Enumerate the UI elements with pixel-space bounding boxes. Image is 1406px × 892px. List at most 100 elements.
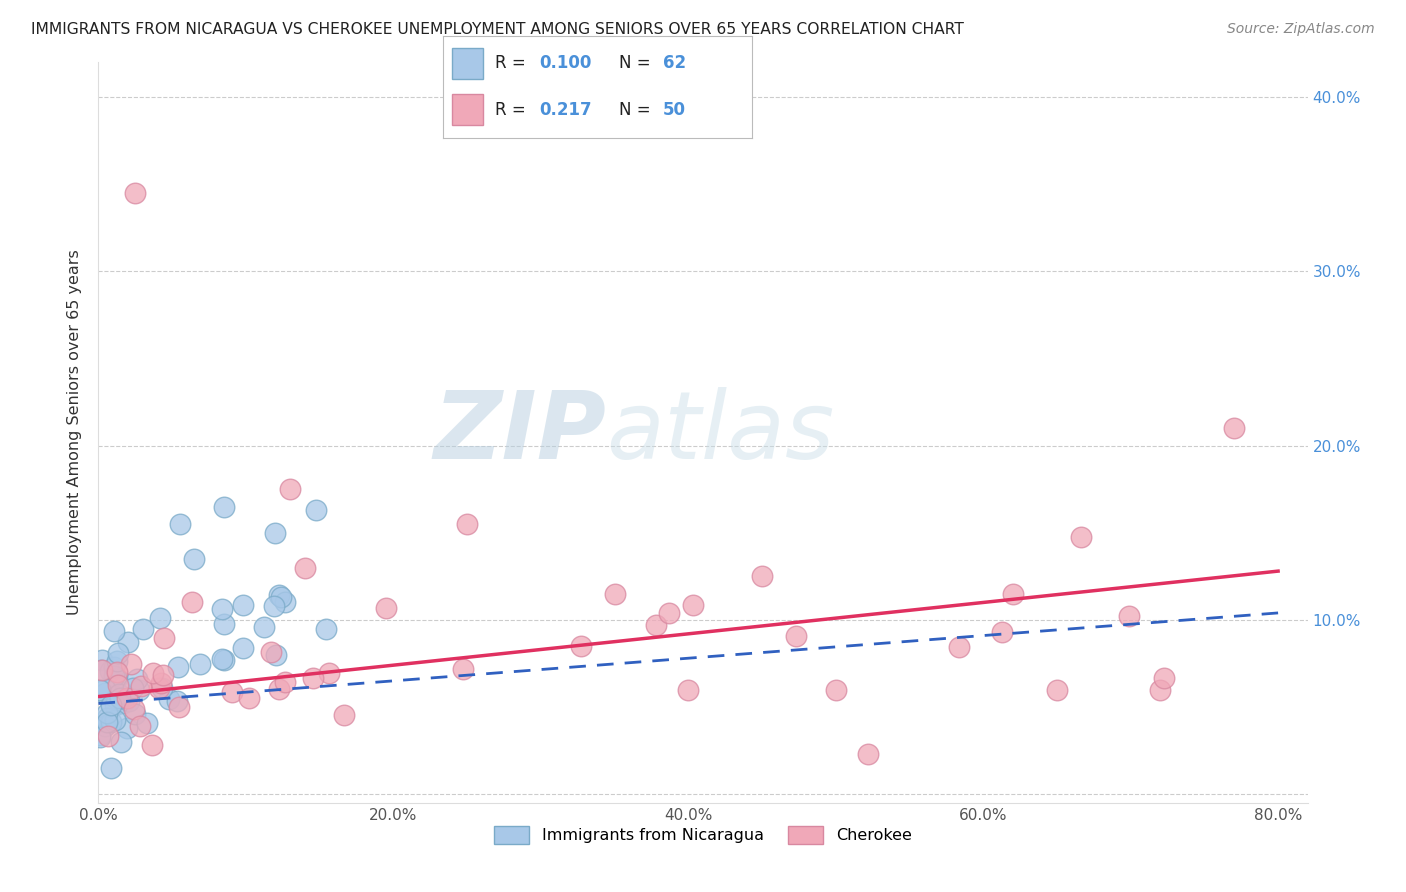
Point bbox=[211, 652, 233, 666]
Point bbox=[96, 711, 118, 725]
Point bbox=[167, 660, 190, 674]
Point bbox=[1118, 609, 1140, 624]
Point bbox=[122, 702, 145, 716]
Point bbox=[456, 517, 478, 532]
Point bbox=[1149, 682, 1171, 697]
Point bbox=[110, 735, 132, 749]
Bar bbox=[453, 95, 484, 125]
Point bbox=[89, 682, 111, 697]
Point bbox=[159, 692, 181, 706]
Point bbox=[1001, 587, 1024, 601]
Point bbox=[115, 690, 138, 705]
Point bbox=[97, 729, 120, 743]
Point bbox=[107, 678, 129, 692]
Point bbox=[1070, 530, 1092, 544]
Point bbox=[148, 681, 170, 695]
Point bbox=[1223, 421, 1246, 435]
Point bbox=[183, 552, 205, 566]
Point bbox=[96, 714, 118, 729]
Point bbox=[785, 629, 807, 643]
Point bbox=[333, 708, 356, 723]
Point bbox=[91, 653, 114, 667]
Point bbox=[124, 707, 146, 722]
Point bbox=[645, 617, 668, 632]
Point bbox=[103, 669, 125, 683]
Point bbox=[682, 598, 704, 612]
Point bbox=[107, 665, 129, 680]
Text: N =: N = bbox=[619, 101, 657, 119]
Point bbox=[104, 671, 127, 685]
Text: Source: ZipAtlas.com: Source: ZipAtlas.com bbox=[1227, 22, 1375, 37]
Point bbox=[315, 622, 337, 636]
Point bbox=[375, 601, 398, 615]
Text: R =: R = bbox=[495, 54, 531, 72]
Point bbox=[135, 715, 157, 730]
Point bbox=[318, 666, 340, 681]
Point bbox=[238, 690, 260, 705]
Point bbox=[93, 681, 115, 696]
Point bbox=[117, 635, 139, 649]
Point bbox=[264, 525, 287, 540]
Point bbox=[991, 624, 1014, 639]
Point bbox=[91, 663, 114, 677]
Point bbox=[152, 668, 174, 682]
Point bbox=[108, 687, 131, 701]
Point bbox=[188, 657, 211, 672]
Point bbox=[89, 730, 111, 744]
Point bbox=[1046, 682, 1069, 697]
Point bbox=[273, 675, 295, 690]
Point bbox=[108, 691, 131, 706]
Point bbox=[180, 595, 202, 609]
Point bbox=[856, 747, 879, 762]
Point bbox=[232, 640, 254, 655]
Bar bbox=[453, 48, 484, 78]
Point bbox=[270, 590, 292, 604]
Point bbox=[658, 606, 681, 620]
Point bbox=[278, 482, 301, 496]
Point bbox=[105, 691, 128, 706]
Point bbox=[167, 700, 190, 714]
Point bbox=[232, 598, 254, 612]
Point bbox=[124, 186, 146, 200]
Text: 50: 50 bbox=[662, 101, 686, 119]
Point bbox=[94, 719, 117, 733]
Point bbox=[150, 681, 173, 695]
Text: 62: 62 bbox=[662, 54, 686, 72]
Text: 0.217: 0.217 bbox=[538, 101, 592, 119]
Point bbox=[98, 664, 121, 678]
Point bbox=[150, 676, 173, 690]
Point bbox=[103, 624, 125, 638]
Point bbox=[294, 560, 316, 574]
Point bbox=[105, 671, 128, 685]
Point bbox=[115, 721, 138, 735]
Point bbox=[603, 587, 626, 601]
Point bbox=[104, 698, 127, 713]
Point bbox=[948, 640, 970, 654]
Point bbox=[149, 611, 172, 625]
Point bbox=[96, 706, 118, 721]
Point bbox=[117, 693, 139, 707]
Point bbox=[89, 663, 111, 677]
Point bbox=[305, 503, 328, 517]
Point bbox=[211, 602, 233, 616]
Point bbox=[267, 682, 290, 697]
Text: R =: R = bbox=[495, 101, 531, 119]
Point bbox=[128, 683, 150, 698]
Point bbox=[451, 662, 474, 676]
Point bbox=[121, 681, 143, 696]
Point bbox=[153, 631, 176, 645]
Point bbox=[105, 654, 128, 668]
Text: atlas: atlas bbox=[606, 387, 835, 478]
Point bbox=[264, 648, 287, 662]
Text: IMMIGRANTS FROM NICARAGUA VS CHEROKEE UNEMPLOYMENT AMONG SENIORS OVER 65 YEARS C: IMMIGRANTS FROM NICARAGUA VS CHEROKEE UN… bbox=[31, 22, 963, 37]
Point bbox=[94, 686, 117, 700]
Point bbox=[263, 599, 285, 614]
Point bbox=[260, 645, 283, 659]
Point bbox=[120, 657, 142, 671]
Point bbox=[1153, 671, 1175, 685]
Point bbox=[214, 616, 236, 631]
Point bbox=[221, 685, 243, 699]
Point bbox=[253, 620, 276, 634]
Point bbox=[104, 714, 127, 728]
Point bbox=[824, 682, 846, 697]
